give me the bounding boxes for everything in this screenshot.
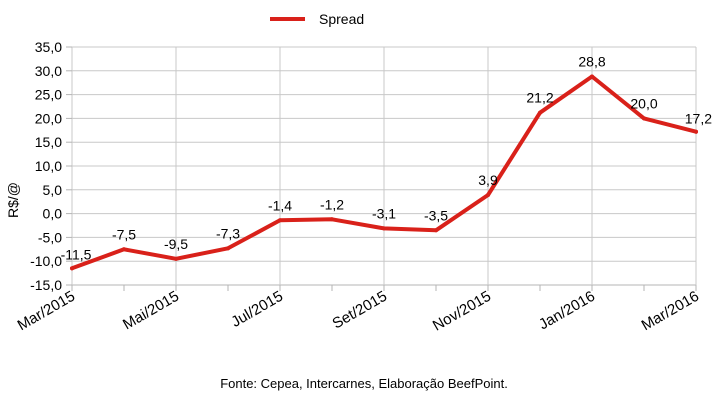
data-label: -1,4 xyxy=(268,197,292,213)
data-point xyxy=(538,110,542,115)
data-label: -1,2 xyxy=(320,196,344,212)
x-tick-label: Mar/2016 xyxy=(639,288,702,334)
data-point xyxy=(226,246,230,251)
data-point xyxy=(330,217,334,222)
data-label: 20,0 xyxy=(630,95,657,111)
legend-label-spread: Spread xyxy=(319,11,364,27)
data-label: -3,5 xyxy=(424,207,448,223)
data-label: -7,3 xyxy=(216,225,240,241)
source-note: Fonte: Cepea, Intercarnes, Elaboração Be… xyxy=(220,376,508,391)
data-point xyxy=(278,218,282,223)
series-group xyxy=(70,74,698,271)
y-tick-label: 20,0 xyxy=(35,110,62,126)
data-point xyxy=(486,193,490,198)
data-label: -3,1 xyxy=(372,205,396,221)
y-tick-label: 35,0 xyxy=(35,39,62,55)
x-tick-label: Mar/2015 xyxy=(15,288,78,334)
data-label: 21,2 xyxy=(526,90,553,106)
data-point xyxy=(694,129,698,134)
data-label: -9,5 xyxy=(164,236,188,252)
data-label: 17,2 xyxy=(685,111,712,127)
x-axis-ticks: Mar/2015 Mai/2015 Jul/2015 Set/2015 Nov/2015… xyxy=(15,285,702,335)
y-tick-label: 15,0 xyxy=(35,134,62,150)
data-point xyxy=(174,256,178,261)
data-point xyxy=(382,226,386,231)
data-label: -7,5 xyxy=(112,226,136,242)
data-point xyxy=(70,266,74,271)
y-axis-title: R$/@ xyxy=(5,182,21,218)
y-axis-ticks: 35,0 30,0 25,0 20,0 15,0 10,0 5,0 0,0 -5,0 -10,0 -… xyxy=(30,39,72,293)
y-tick-label: 10,0 xyxy=(35,158,62,174)
y-tick-label: -5,0 xyxy=(38,229,62,245)
x-tick-label: Mai/2015 xyxy=(120,288,182,334)
data-point xyxy=(642,116,646,121)
data-point xyxy=(122,247,126,252)
x-tick-label: Jan/2016 xyxy=(536,288,598,334)
x-tick-label: Nov/2015 xyxy=(430,288,494,335)
y-tick-label: -10,0 xyxy=(30,253,62,269)
data-labels: -11,5 -7,5 -9,5 -7,3 -1,4 -1,2 -3,1 -3,5 3,9 21,2… xyxy=(61,54,713,263)
y-tick-label: 30,0 xyxy=(35,63,62,79)
data-label: 28,8 xyxy=(578,54,605,70)
data-point xyxy=(590,74,594,79)
y-tick-label: 0,0 xyxy=(43,206,63,222)
x-tick-label: Jul/2015 xyxy=(228,288,286,331)
x-tick-label: Set/2015 xyxy=(329,288,390,333)
data-label: 3,9 xyxy=(478,172,498,188)
data-label: -11,5 xyxy=(61,246,92,262)
data-point xyxy=(434,228,438,233)
y-tick-label: 25,0 xyxy=(35,87,62,103)
y-tick-label: 5,0 xyxy=(43,182,63,198)
legend: Spread xyxy=(270,11,364,27)
y-tick-label: -15,0 xyxy=(30,277,62,293)
